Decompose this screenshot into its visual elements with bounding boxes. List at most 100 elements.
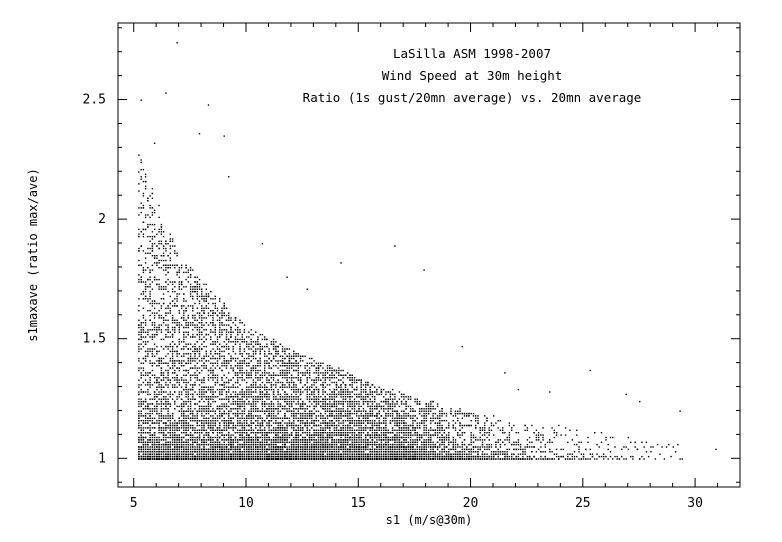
scatter-point <box>201 333 203 336</box>
scatter-point <box>203 417 205 419</box>
scatter-point <box>214 381 216 384</box>
scatter-point <box>187 372 189 374</box>
scatter-point <box>176 319 178 321</box>
scatter-point <box>178 338 180 341</box>
scatter-point <box>198 372 201 374</box>
scatter-point <box>239 393 241 396</box>
scatter-point <box>214 424 216 427</box>
scatter-point <box>237 420 239 422</box>
scatter-point <box>259 422 261 424</box>
scatter-point <box>246 343 248 345</box>
scatter-point <box>140 455 142 458</box>
scatter-point <box>210 388 212 391</box>
scatter-point <box>174 443 176 446</box>
scatter-point <box>156 422 158 424</box>
scatter-point <box>241 405 243 408</box>
scatter-point <box>174 290 176 293</box>
scatter-point <box>147 333 149 336</box>
scatter-point <box>241 379 243 381</box>
scatter-point <box>174 422 176 424</box>
scatter-point <box>214 331 216 333</box>
scatter-point <box>149 195 151 197</box>
scatter-point <box>185 427 187 429</box>
scatter-point <box>214 302 216 305</box>
scatter-point <box>158 302 160 305</box>
scatter-point <box>232 341 234 343</box>
scatter-point <box>185 400 187 403</box>
scatter-point <box>144 322 147 324</box>
scatter-point <box>239 446 241 448</box>
scatter-point <box>169 393 171 396</box>
scatter-point <box>185 429 187 431</box>
scatter-point <box>259 369 261 372</box>
scatter-point <box>203 381 205 384</box>
scatter-point <box>230 420 232 422</box>
scatter-point <box>151 322 154 324</box>
scatter-point <box>189 420 192 422</box>
scatter-point <box>205 295 207 298</box>
scatter-point <box>174 267 176 269</box>
scatter-point <box>183 443 185 446</box>
scatter-point <box>151 269 154 271</box>
scatter-point <box>237 386 239 388</box>
scatter-point <box>246 424 248 427</box>
scatter-point <box>142 341 145 343</box>
scatter-point <box>194 374 196 376</box>
scatter-point <box>176 355 178 357</box>
scatter-point <box>257 417 259 419</box>
scatter-point <box>169 264 171 266</box>
scatter-point <box>221 379 223 381</box>
scatter-point <box>223 355 225 357</box>
scatter-point <box>165 269 167 271</box>
scatter-point <box>201 290 203 293</box>
scatter-point <box>203 310 205 312</box>
scatter-point <box>185 386 187 388</box>
scatter-point <box>185 362 187 364</box>
scatter-point <box>187 357 189 360</box>
scatter-point <box>198 458 201 460</box>
scatter-point <box>207 455 210 458</box>
scatter-point <box>165 384 167 386</box>
scatter-point <box>183 314 185 317</box>
scatter-point <box>239 400 241 403</box>
scatter-point <box>221 405 223 408</box>
scatter-point <box>189 432 192 434</box>
scatter-point <box>138 448 140 451</box>
scatter-point <box>158 403 160 405</box>
scatter-point <box>225 443 228 446</box>
scatter-point <box>162 293 165 295</box>
scatter-point <box>216 374 219 376</box>
scatter-point <box>239 360 241 362</box>
scatter-point <box>257 422 259 424</box>
scatter-point <box>219 350 221 353</box>
scatter-point <box>234 381 237 384</box>
scatter-point <box>153 405 156 408</box>
scatter-point <box>153 243 156 245</box>
scatter-point <box>203 410 205 412</box>
scatter-point <box>225 338 228 341</box>
scatter-point <box>180 424 183 427</box>
scatter-point <box>174 434 176 436</box>
scatter-point <box>219 393 221 396</box>
scatter-point <box>219 453 221 455</box>
scatter-point <box>153 317 156 319</box>
scatter-point <box>144 286 147 288</box>
scatter-point <box>210 362 212 364</box>
scatter-point <box>241 362 243 364</box>
scatter-point <box>183 353 185 355</box>
scatter-point <box>248 458 250 460</box>
scatter-point <box>149 348 151 350</box>
scatter-point <box>230 446 232 448</box>
scatter-point <box>198 434 201 436</box>
scatter-point <box>241 422 243 424</box>
scatter-point <box>252 398 255 400</box>
scatter-point <box>142 451 145 453</box>
scatter-point <box>171 393 174 396</box>
scatter-point <box>149 415 151 417</box>
scatter-point <box>178 379 180 381</box>
scatter-point <box>252 391 255 393</box>
scatter-point <box>198 455 201 458</box>
scatter-point <box>246 381 248 384</box>
scatter-point <box>219 312 221 314</box>
scatter-point <box>174 448 176 451</box>
